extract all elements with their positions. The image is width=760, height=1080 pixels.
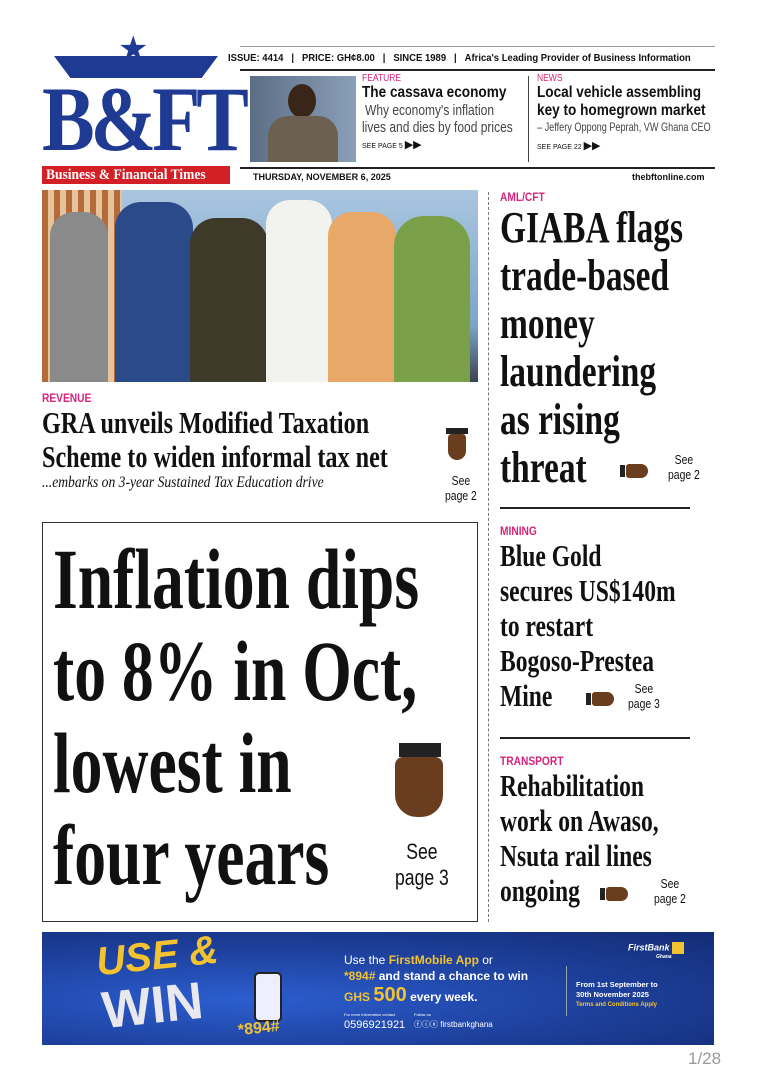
firstbank-logo: FirstBank Ghana: [628, 942, 685, 960]
lead-story[interactable]: Inflation dips to 8% in Oct, lowest in f…: [42, 522, 478, 922]
double-arrow-icon: ▶▶: [583, 140, 601, 152]
pointing-hand-icon: [395, 743, 445, 833]
see-page[interactable]: See page 2: [654, 876, 686, 906]
see-page[interactable]: See page 2: [668, 452, 700, 482]
pointing-hand-icon: [586, 691, 614, 706]
issue-date: THURSDAY, NOVEMBER 6, 2025: [253, 172, 391, 182]
logo-subtitle: Business & Financial Times: [46, 167, 206, 183]
website[interactable]: thebftonline.com: [632, 172, 705, 182]
logo-text: B&FT: [42, 68, 249, 170]
social-icons: ⓕⓘⓧ: [414, 1020, 438, 1029]
double-arrow-icon: ▶▶: [404, 139, 422, 151]
pointing-hand-icon: [620, 463, 648, 478]
story-transport[interactable]: TRANSPORT Rehabilitation work on Awaso, …: [500, 754, 686, 908]
pointing-hand-icon: [446, 428, 468, 466]
see-page[interactable]: See page 2: [445, 473, 477, 503]
phone-image: [254, 972, 282, 1022]
see-page[interactable]: See page 3: [395, 839, 449, 890]
masthead-logo: ★ B&FT Business & Financial Times: [42, 32, 249, 187]
lead-photo[interactable]: [42, 190, 478, 382]
elephant-icon: [672, 942, 685, 954]
issue-bar: ISSUE: 4414 | PRICE: GH¢8.00 | SINCE 198…: [228, 53, 691, 64]
story-mining[interactable]: MINING Blue Gold secures US$140m to rest…: [500, 524, 676, 713]
revenue-story[interactable]: GRA unveils Modified Taxation Scheme to …: [42, 405, 388, 492]
page-indicator: 1/28: [688, 1049, 722, 1068]
teaser-news[interactable]: NEWS Local vehicle assembling key to hom…: [537, 73, 711, 152]
firstbank-ad[interactable]: USE & WIN *894# Use the FirstMobile App …: [42, 932, 714, 1045]
teaser-feature[interactable]: FEATURE The cassava economy Why economy'…: [362, 73, 513, 151]
pointing-hand-icon: [600, 886, 628, 901]
teaser-photo[interactable]: [250, 76, 356, 162]
see-page[interactable]: See page 3: [628, 681, 660, 711]
revenue-kicker: REVENUE: [42, 391, 92, 405]
story-aml[interactable]: AML/CFT GIABA flags trade-based money la…: [500, 190, 700, 492]
